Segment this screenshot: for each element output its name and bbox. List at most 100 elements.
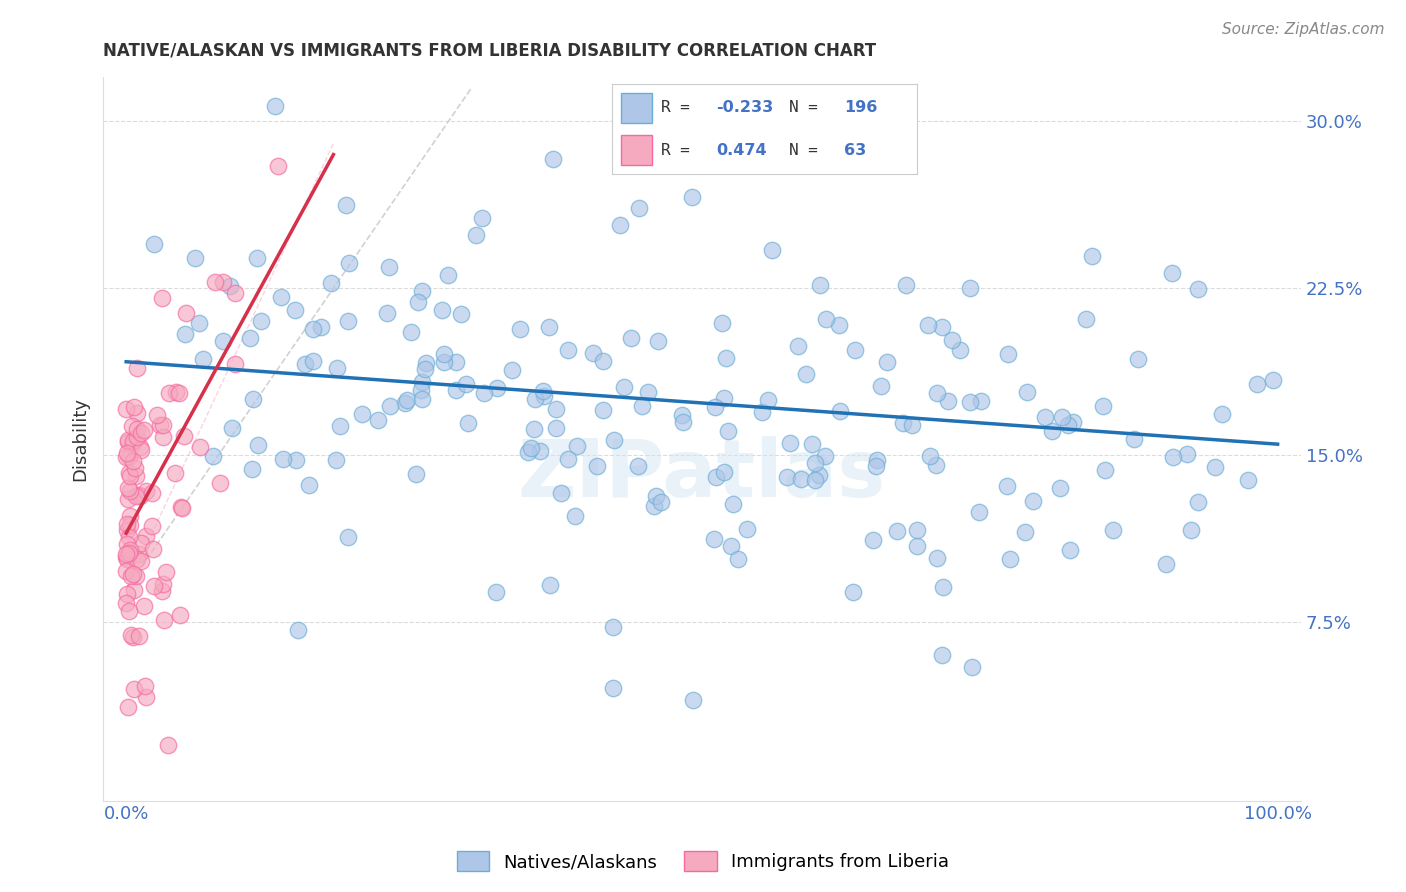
Point bbox=[224, 357, 246, 371]
Point bbox=[122, 682, 145, 697]
Point bbox=[804, 473, 827, 487]
Point bbox=[134, 679, 156, 693]
Point bbox=[141, 486, 163, 500]
Point bbox=[960, 659, 983, 673]
Point bbox=[1049, 481, 1071, 495]
Point bbox=[776, 469, 799, 483]
Point bbox=[1091, 399, 1114, 413]
Point bbox=[120, 568, 142, 582]
Point bbox=[464, 228, 486, 243]
Point bbox=[125, 489, 148, 503]
Point bbox=[117, 700, 139, 714]
Point bbox=[720, 539, 742, 553]
Point bbox=[931, 320, 953, 334]
Point bbox=[135, 483, 157, 498]
Point bbox=[142, 236, 165, 251]
Point bbox=[1014, 525, 1036, 540]
Point bbox=[804, 457, 827, 471]
Point bbox=[541, 152, 564, 166]
Point bbox=[122, 400, 145, 414]
Point bbox=[1062, 415, 1084, 429]
Point bbox=[124, 460, 146, 475]
Point bbox=[157, 738, 180, 752]
Point bbox=[786, 339, 808, 353]
Point bbox=[927, 550, 949, 565]
Point bbox=[122, 583, 145, 598]
Point bbox=[148, 417, 170, 432]
Y-axis label: Disability: Disability bbox=[72, 397, 89, 481]
Point bbox=[117, 516, 139, 531]
Point bbox=[118, 546, 141, 560]
Point bbox=[115, 552, 138, 566]
Point bbox=[557, 343, 579, 357]
Point bbox=[524, 392, 547, 406]
Point bbox=[411, 375, 433, 389]
Point bbox=[544, 402, 567, 417]
Point bbox=[352, 407, 374, 421]
Point bbox=[751, 120, 773, 135]
Point bbox=[713, 465, 735, 479]
Point bbox=[415, 356, 437, 370]
Point bbox=[413, 362, 436, 376]
Point bbox=[609, 219, 631, 233]
Point bbox=[794, 367, 817, 381]
Point bbox=[716, 351, 738, 366]
Point bbox=[211, 334, 233, 348]
Point bbox=[120, 628, 142, 642]
Point bbox=[115, 547, 138, 561]
Point bbox=[128, 547, 150, 561]
Point bbox=[509, 322, 531, 336]
Point bbox=[157, 386, 180, 401]
Point bbox=[287, 623, 309, 637]
Point bbox=[681, 189, 703, 203]
Point bbox=[537, 319, 560, 334]
Point bbox=[174, 327, 197, 342]
Point bbox=[242, 392, 264, 407]
Point bbox=[586, 459, 609, 474]
Point bbox=[1160, 266, 1182, 280]
Point bbox=[172, 501, 194, 516]
Point bbox=[122, 434, 145, 448]
Point bbox=[170, 500, 193, 514]
Point bbox=[1094, 463, 1116, 477]
Point bbox=[411, 392, 433, 406]
Point bbox=[959, 281, 981, 295]
Point bbox=[411, 383, 433, 397]
Point bbox=[325, 361, 347, 376]
Point bbox=[529, 443, 551, 458]
Point bbox=[808, 278, 831, 293]
Point bbox=[301, 354, 323, 368]
Point bbox=[285, 453, 308, 467]
Point bbox=[450, 307, 472, 321]
Point bbox=[204, 275, 226, 289]
Point bbox=[948, 343, 970, 358]
Point bbox=[319, 276, 342, 290]
Point bbox=[411, 284, 433, 298]
Point bbox=[813, 449, 835, 463]
Point bbox=[395, 393, 418, 408]
Point bbox=[886, 524, 908, 538]
Point bbox=[519, 441, 541, 455]
Point bbox=[337, 530, 360, 544]
Point bbox=[121, 630, 143, 644]
Point bbox=[115, 549, 138, 564]
Point bbox=[125, 468, 148, 483]
Point bbox=[121, 419, 143, 434]
Point bbox=[155, 565, 177, 579]
Point bbox=[1015, 385, 1038, 400]
Point bbox=[517, 445, 540, 459]
Point bbox=[602, 681, 624, 695]
Point bbox=[117, 434, 139, 449]
Point bbox=[298, 478, 321, 492]
Point bbox=[118, 466, 141, 480]
Point bbox=[472, 385, 495, 400]
Point bbox=[143, 578, 166, 592]
Point bbox=[917, 318, 939, 332]
Point bbox=[828, 318, 851, 332]
Point bbox=[995, 479, 1018, 493]
Point bbox=[1040, 424, 1063, 438]
Point bbox=[174, 305, 197, 319]
Point bbox=[454, 377, 477, 392]
Point bbox=[375, 306, 398, 320]
Point bbox=[184, 251, 207, 265]
